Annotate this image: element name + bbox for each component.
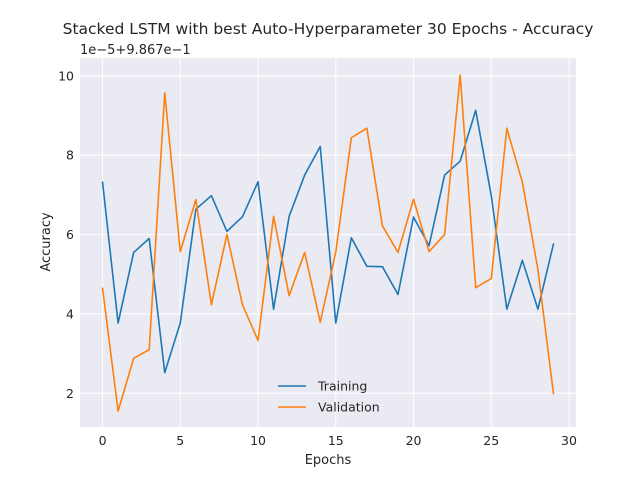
- x-tick-label: 30: [561, 433, 577, 448]
- series-line-training: [101, 109, 555, 374]
- x-tick-label: 0: [99, 433, 107, 448]
- y-tick-labels: 2 4 6 8 10: [58, 68, 74, 400]
- series-line-validation: [101, 74, 555, 412]
- y-tick-label: 2: [66, 386, 74, 401]
- legend: Training Validation: [278, 379, 380, 415]
- y-tick-label: 8: [66, 148, 74, 163]
- series-lines: [101, 74, 555, 412]
- y-tick-label: 10: [58, 68, 74, 83]
- chart-title: Stacked LSTM with best Auto-Hyperparamet…: [63, 20, 594, 38]
- x-axis-label: Epochs: [305, 453, 352, 468]
- y-tick-label: 6: [66, 227, 74, 242]
- legend-label-validation: Validation: [318, 400, 380, 415]
- y-tick-label: 4: [66, 306, 74, 321]
- x-tick-label: 10: [250, 433, 266, 448]
- y-axis-label: Accuracy: [39, 212, 54, 272]
- x-tick-label: 5: [176, 433, 184, 448]
- grid-lines: [80, 58, 576, 427]
- x-tick-label: 25: [483, 433, 499, 448]
- legend-label-training: Training: [317, 379, 367, 394]
- y-axis-offset-text: 1e−5+9.867e−1: [80, 43, 191, 58]
- x-tick-labels: 0 5 10 15 20 25 30: [99, 433, 577, 448]
- x-tick-label: 15: [328, 433, 344, 448]
- x-tick-label: 20: [406, 433, 422, 448]
